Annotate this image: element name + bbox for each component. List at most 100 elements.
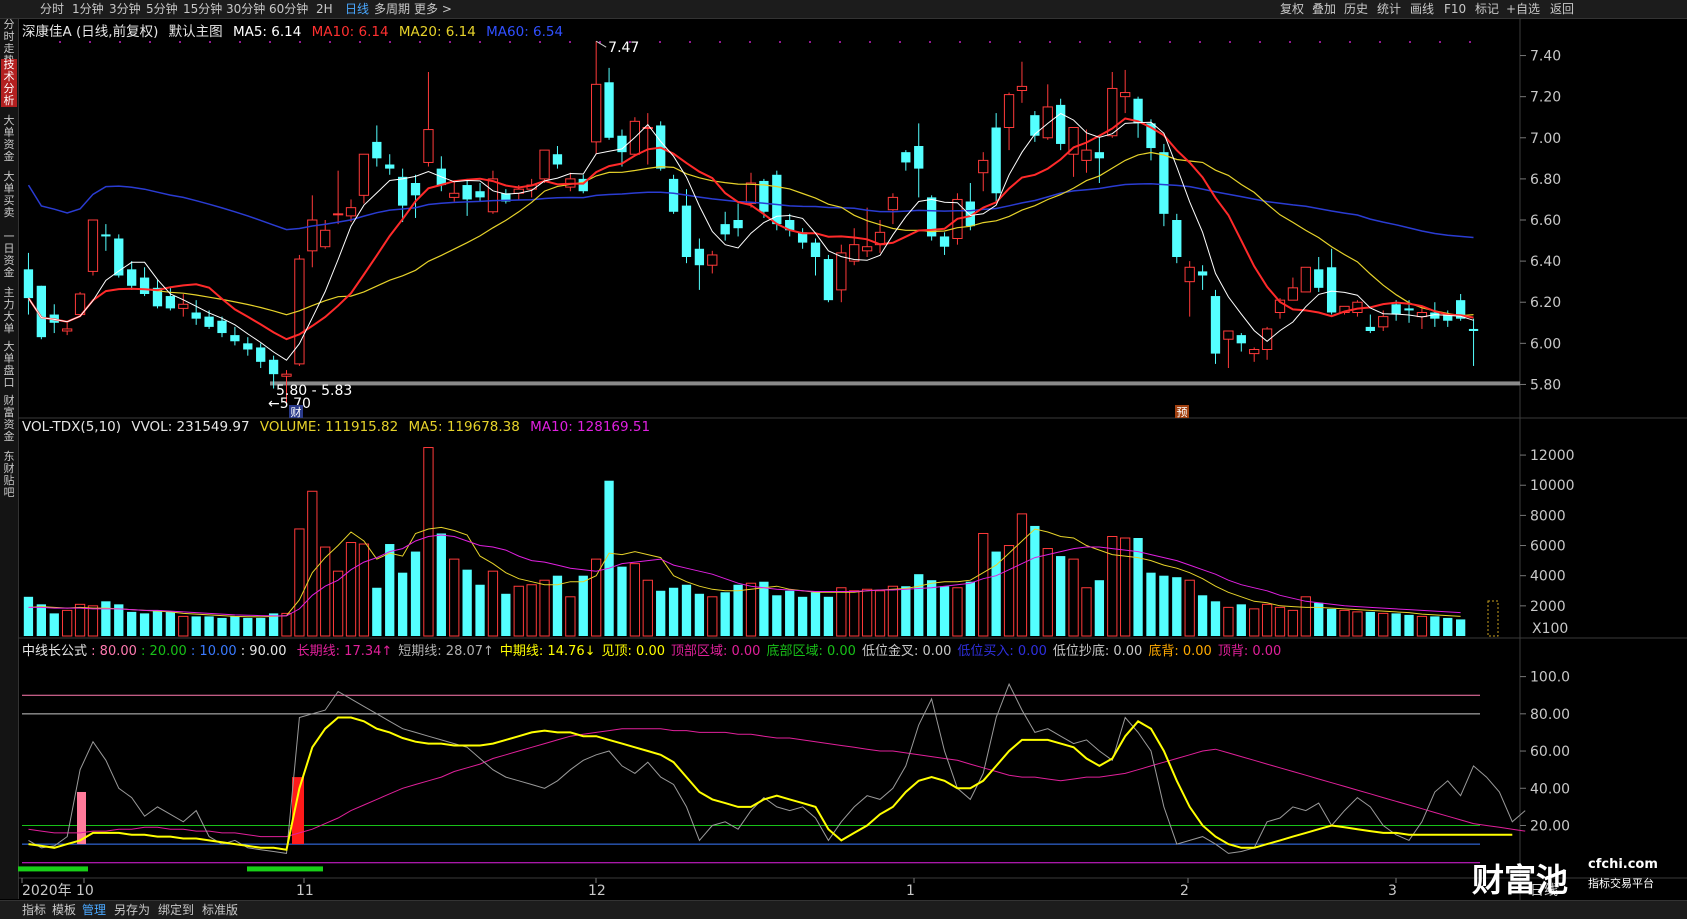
sidebar-item-bigorder[interactable]: 大单盘口 [3, 340, 15, 389]
sidebar-item-forum[interactable]: 东财贴吧 [3, 450, 15, 499]
tool-history[interactable]: 历史 [1344, 2, 1369, 16]
volume-value: VOLUME: 111915.82 [259, 419, 399, 435]
bottom-tab-saveas[interactable]: 另存为 [114, 903, 151, 917]
period-tab-fenshi[interactable]: 分时 [40, 2, 65, 16]
period-tab-2h[interactable]: 2H [316, 2, 333, 16]
candle-body [1326, 267, 1337, 313]
volume-bar [332, 570, 344, 637]
vol-indicator-name[interactable]: VOL-TDX(5,10) [22, 419, 122, 435]
sidebar-item-dayfund[interactable]: 一日资金 [3, 230, 15, 279]
vol-tick-label: 12000 [1530, 448, 1575, 464]
volume-bar [797, 596, 808, 636]
volume-bar [1249, 608, 1260, 637]
bottom-tab-manage[interactable]: 管理 [82, 903, 107, 917]
tool-mark[interactable]: 标记 [1475, 2, 1500, 16]
volume-bar [1210, 601, 1221, 636]
tool-overlay[interactable]: 叠加 [1312, 2, 1337, 16]
signal-dot [599, 41, 601, 43]
signal-dot [179, 41, 181, 43]
indicator-name[interactable]: 中线长公式 [22, 644, 88, 659]
candle-body [926, 197, 937, 237]
period-tab-3min[interactable]: 3分钟 [109, 2, 141, 16]
volume-bar [1404, 614, 1414, 636]
vol-tick-label: 2000 [1530, 599, 1566, 615]
sidebar-item-bigfund[interactable]: 大单资金 [3, 114, 15, 163]
sidebar-item-mainbig[interactable]: 主力大单 [3, 286, 15, 335]
candle-body [707, 254, 718, 266]
volume-bar [230, 616, 240, 636]
candle-body [1003, 94, 1015, 129]
price-tick-label: 6.20 [1530, 295, 1561, 311]
signal-dot [1109, 41, 1111, 43]
candle-body [74, 293, 86, 316]
volume-bar [87, 605, 99, 637]
price-tick-label: 6.00 [1530, 336, 1561, 352]
candle-body [501, 193, 511, 202]
template-selector[interactable]: 默认主图 [168, 24, 223, 40]
tool-fuquan[interactable]: 复权 [1280, 2, 1305, 16]
support-band [270, 381, 1520, 386]
candle-body [1274, 299, 1286, 313]
volume-bar [629, 563, 641, 637]
tool-f10[interactable]: F10 [1444, 2, 1467, 16]
volume-bar [501, 593, 511, 636]
bottom-tab-standard[interactable]: 标准版 [202, 903, 239, 917]
signal-dot [449, 41, 451, 43]
period-tab-15min[interactable]: 15分钟 [183, 2, 223, 16]
signal-dot [1469, 41, 1471, 43]
bottom-tab-bind[interactable]: 绑定到 [158, 903, 195, 917]
candle-body [1094, 152, 1105, 159]
volume-bar [772, 595, 782, 636]
volume-bar [849, 590, 860, 637]
volume-bar [397, 572, 408, 636]
candle-body [1300, 266, 1311, 293]
period-tab-multi[interactable]: 多周期 [374, 2, 411, 16]
sidebar-item-bigtrade[interactable]: 大单买卖 [3, 170, 15, 219]
period-tab-daily[interactable]: 日线 [345, 2, 370, 16]
volume-bar [591, 558, 602, 637]
high-annotation: 7.47 [608, 40, 639, 56]
candle-body [1223, 330, 1234, 340]
tool-add-watchlist[interactable]: +自选 [1506, 2, 1541, 16]
vol-tick-label: 6000 [1530, 539, 1566, 555]
period-tab-1min[interactable]: 1分钟 [72, 2, 104, 16]
volume-bar [320, 546, 331, 637]
volume-bar [1146, 572, 1156, 636]
candle-body [1120, 92, 1131, 98]
candle-body [797, 232, 808, 243]
tool-stats[interactable]: 统计 [1377, 2, 1402, 16]
signal-dot [239, 41, 241, 43]
tool-back[interactable]: 返回 [1550, 2, 1575, 16]
volume-bar [74, 603, 86, 637]
volume-bar [785, 590, 795, 636]
volume-bar [268, 613, 279, 636]
volume-bar [836, 587, 847, 637]
signal-dot [959, 41, 961, 43]
volume-bar [861, 588, 873, 637]
volume-bar [952, 587, 963, 637]
candle-body [720, 224, 730, 235]
sidebar-item-technical[interactable]: 技术分析 [1, 59, 17, 107]
tag-cai: 财 [291, 405, 302, 419]
candle-body [281, 373, 292, 377]
candle-body [23, 269, 34, 299]
volume-bar [526, 584, 537, 637]
signal-dot [1319, 41, 1321, 43]
period-tab-5min[interactable]: 5分钟 [146, 2, 178, 16]
volume-bar [1391, 613, 1401, 636]
candle-body [114, 238, 124, 276]
candle-body [1236, 335, 1246, 344]
period-tab-30min[interactable]: 30分钟 [226, 2, 266, 16]
period-tab-more[interactable]: 更多 > [414, 2, 452, 16]
stock-title[interactable]: 深康佳A (日线,前复权) [22, 24, 159, 40]
indicator-value-4: 顶部区域: 0.00 [671, 644, 761, 659]
bottom-tab-template[interactable]: 模板 [52, 903, 77, 917]
period-tab-60min[interactable]: 60分钟 [269, 2, 309, 16]
bottom-tab-indicator[interactable]: 指标 [22, 903, 47, 917]
tool-draw[interactable]: 画线 [1410, 2, 1435, 16]
sidebar-item-wealthfund[interactable]: 财富资金 [3, 394, 15, 443]
candle-body [1068, 127, 1079, 155]
ma60-line [27, 183, 1474, 239]
volume-bar [139, 613, 150, 636]
